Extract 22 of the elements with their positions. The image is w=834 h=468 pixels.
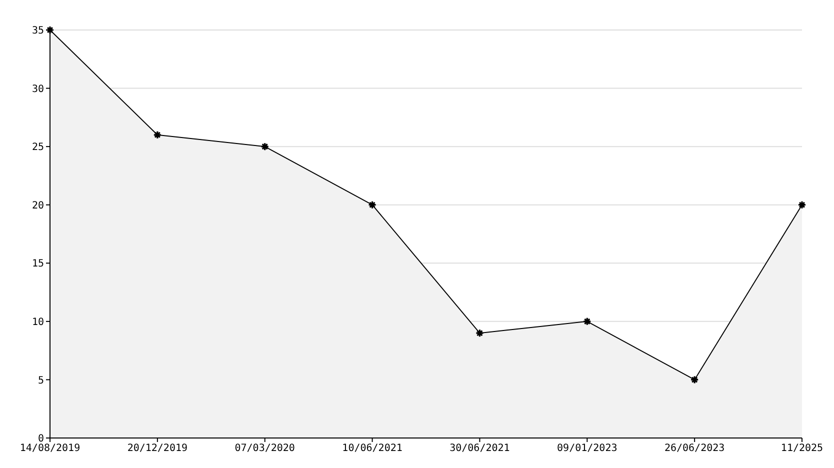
x-tick-label: 26/06/2023 (664, 443, 725, 454)
point (260, 142, 270, 151)
y-tick-label: 10 (32, 316, 44, 328)
x-tick-label: 30/06/2021 (450, 443, 510, 454)
y-tick-label: 25 (32, 142, 44, 154)
x-tick-label: 09/01/2023 (557, 443, 618, 454)
y-tick-label: 30 (32, 84, 44, 95)
y-tick-label: 15 (32, 258, 44, 270)
y-tick-label: 20 (32, 200, 44, 212)
y-tick-label: 35 (32, 26, 44, 37)
point (153, 130, 162, 140)
point (368, 200, 377, 210)
y-tick-label: 0 (38, 434, 44, 445)
point (690, 375, 699, 384)
y-tick-label: 5 (38, 375, 44, 386)
point (475, 328, 484, 338)
x-tick-label: 07/03/2020 (234, 443, 295, 454)
point (582, 317, 592, 326)
x-tick-label: 14/08/2019 (20, 443, 80, 454)
x-tick-label: 20/12/2019 (127, 443, 188, 454)
x-tick-label: 10/06/2021 (342, 443, 402, 454)
x-tick-label: 11/2025 (780, 443, 824, 454)
